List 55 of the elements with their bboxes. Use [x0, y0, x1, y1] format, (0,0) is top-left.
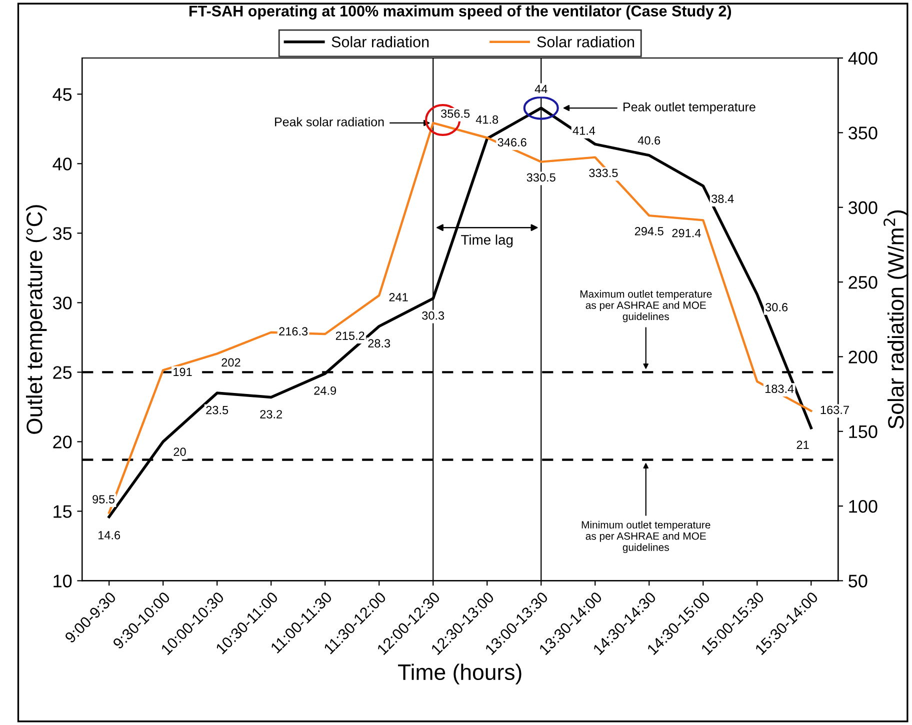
- data-label: 44: [534, 84, 548, 94]
- data-label: 40.6: [638, 136, 660, 145]
- data-label: 333.5: [589, 168, 618, 178]
- data-label: 38.4: [712, 194, 734, 203]
- y-tick-label: 15: [54, 505, 72, 518]
- y-tick-label: 35: [52, 227, 72, 240]
- data-label: 346.6: [498, 138, 526, 146]
- data-label: 23.2: [260, 410, 282, 418]
- y2-tick-label: 350: [848, 126, 878, 140]
- data-label: 14.6: [98, 531, 120, 540]
- y2-tick-label: 200: [848, 350, 878, 364]
- data-label: 294.5: [634, 227, 664, 236]
- y2-tick-label: 50: [848, 574, 868, 588]
- data-label: 356.5: [441, 109, 470, 118]
- data-label: 95.5: [92, 495, 115, 504]
- y2-tick-label: 300: [848, 201, 878, 214]
- data-label: 21: [796, 440, 809, 449]
- data-label: 41.8: [476, 115, 498, 124]
- data-label: 28.3: [368, 339, 390, 348]
- data-label: 202: [222, 358, 240, 367]
- annotation: Time lag: [461, 234, 513, 248]
- legend-label: Solar radiation: [537, 36, 634, 48]
- data-label: 30.6: [766, 303, 788, 312]
- ref-line-label: Minimum outlet temperature as per ASHRAE and MOE guidelines: [582, 520, 710, 554]
- data-label: 216.3: [279, 327, 308, 336]
- data-label: 241: [389, 293, 408, 302]
- y2-tick-label: 400: [848, 52, 878, 65]
- data-label: 291.4: [672, 228, 701, 238]
- data-label: 215.2: [336, 332, 364, 340]
- x-axis-title: Time (hours): [398, 664, 522, 684]
- data-label: 183.4: [765, 384, 794, 393]
- y2-tick-label: 100: [849, 500, 878, 513]
- data-label: 20: [174, 448, 186, 456]
- data-label: 41.4: [572, 126, 596, 135]
- data-label: 30.3: [422, 311, 444, 320]
- chart-title: FT-SAH operating at 100% maximum speed of the ventilator (Case Study 2): [189, 5, 732, 20]
- y2-axis-title: Solar radiation (W/m$^{2}$): [884, 210, 908, 429]
- data-label: 330.5: [526, 173, 556, 182]
- y-axis-title: Outlet temperature (°C): [26, 205, 47, 434]
- data-label: 191: [174, 368, 192, 376]
- y-tick-label: 25: [53, 366, 72, 379]
- y-tick-label: 10: [54, 574, 72, 588]
- legend-label: Solar radiation: [332, 36, 429, 48]
- y-tick-label: 45: [52, 88, 72, 101]
- y-tick-label: 20: [53, 436, 72, 448]
- y-tick-label: 30: [52, 296, 72, 310]
- y-tick-label: 40: [52, 158, 72, 170]
- ref-line-label: Maximum outlet temperature as per ASHRAE and MOE guidelines: [580, 290, 712, 322]
- y2-tick-label: 150: [849, 425, 878, 438]
- y2-tick-label: 250: [848, 276, 878, 289]
- data-label: 24.9: [314, 386, 336, 395]
- annotation: Peak outlet temperature: [624, 102, 756, 114]
- annotation: Peak solar radiation: [275, 117, 384, 126]
- data-label: 163.7: [820, 406, 849, 414]
- data-label: 23.5: [206, 406, 228, 414]
